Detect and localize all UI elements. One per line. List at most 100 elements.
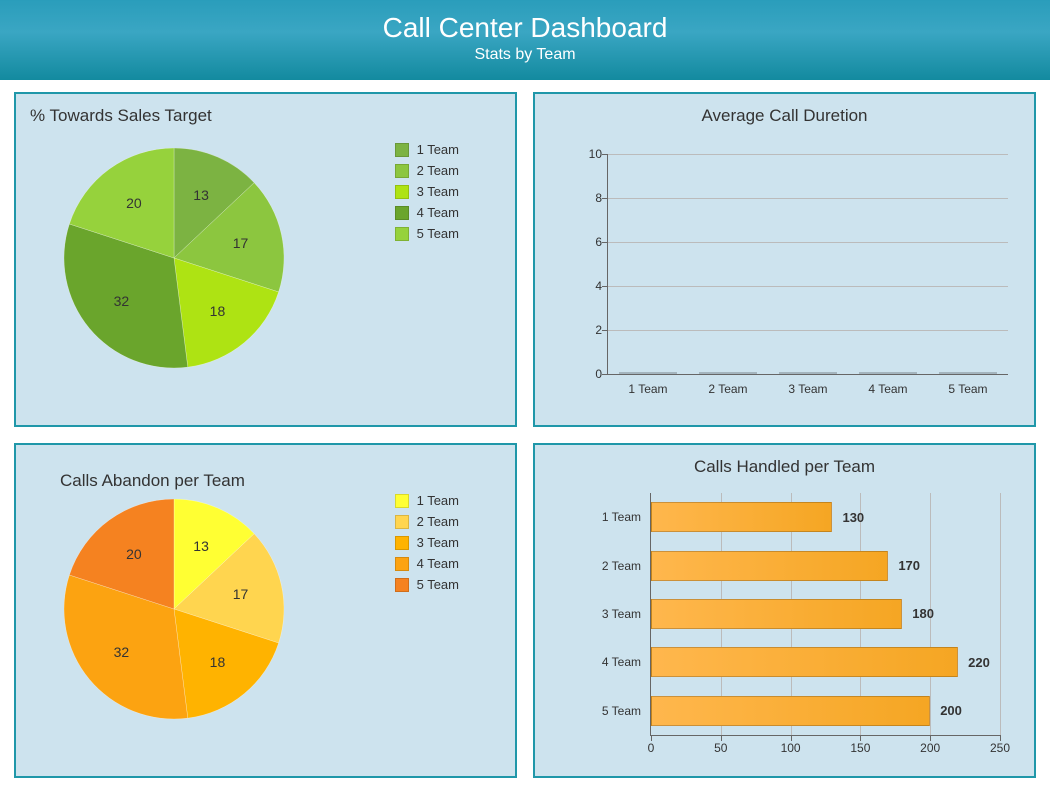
legend-swatch [395,185,409,199]
bar [651,647,958,677]
pie-slice-value: 18 [210,303,226,319]
legend-swatch [395,494,409,508]
bar [651,599,902,629]
dashboard-title: Call Center Dashboard [0,12,1050,44]
x-axis-label: 0 [648,741,655,755]
legend-label: 3 Team [417,535,459,550]
legend-swatch [395,143,409,157]
sales-target-legend: 1 Team 2 Team 3 Team 4 Team 5 Team [395,142,459,247]
y-axis-label: 5 Team [602,704,641,718]
x-axis-label: 50 [714,741,727,755]
pie-slice-value: 32 [114,293,130,309]
x-axis-label: 5 Team [928,382,1008,396]
x-axis-label: 1 Team [608,382,688,396]
legend-swatch [395,515,409,529]
y-axis-label: 0 [595,367,602,381]
y-axis-label: 2 Team [602,559,641,573]
y-axis-label: 4 Team [602,655,641,669]
y-axis-label: 4 [595,279,602,293]
call-duration-panel: Average Call Duretion 02468101 Team2 Tea… [533,92,1036,427]
bar-column: 1 Team [619,372,677,374]
legend-label: 4 Team [417,205,459,220]
bar [651,696,930,726]
dashboard-grid: % Towards Sales Target 1317183220 1 Team… [0,80,1050,790]
bar-row: 1702 Team [651,551,1000,581]
dashboard-header: Call Center Dashboard Stats by Team [0,0,1050,80]
pie-slice-value: 13 [193,538,209,554]
legend-item: 5 Team [395,577,459,592]
calls-abandon-pie: 13 17 18 32 20 [64,499,284,719]
pie-slice-value: 20 [126,195,142,211]
calls-handled-panel: Calls Handled per Team 0 50 100 150 200 250 13… [533,443,1036,778]
bar [619,372,677,374]
legend-swatch [395,536,409,550]
calls-handled-chart: 0501001502002501301 Team1702 Team1803 Te… [650,493,1000,736]
sales-target-pie: 13 17 18 32 20 [64,148,284,368]
pie-slice-value: 20 [126,546,142,562]
y-axis-label: 10 [589,147,602,161]
pie-slice-value: 32 [114,644,130,660]
calls-handled-title: Calls Handled per Team [549,457,1020,477]
x-axis-label: 150 [850,741,870,755]
x-axis-label: 250 [990,741,1010,755]
bar-value: 220 [968,655,990,670]
bar-column: 3 Team [779,372,837,374]
legend-item: 3 Team [395,535,459,550]
legend-label: 5 Team [417,226,459,241]
bar [939,372,997,374]
pie-slice-value: 17 [233,235,249,251]
y-axis-label: 1 Team [602,510,641,524]
legend-swatch [395,557,409,571]
x-axis-label: 2 Team [688,382,768,396]
pie-slice-value: 18 [210,654,226,670]
legend-item: 1 Team [395,493,459,508]
x-axis-label: 4 Team [848,382,928,396]
legend-label: 4 Team [417,556,459,571]
bar-column: 4 Team [859,372,917,374]
legend-swatch [395,164,409,178]
bar-column: 2 Team [699,372,757,374]
call-duration-chart: 02468101 Team2 Team3 Team4 Team5 Team [607,154,1008,375]
legend-item: 4 Team [395,205,459,220]
y-axis-label: 3 Team [602,607,641,621]
legend-label: 1 Team [417,142,459,157]
pie-slice-value: 17 [233,586,249,602]
legend-label: 5 Team [417,577,459,592]
calls-abandon-legend: 1 Team 2 Team 3 Team 4 Team 5 Team [395,493,459,598]
bar [651,551,888,581]
call-duration-title: Average Call Duretion [549,106,1020,126]
legend-label: 2 Team [417,163,459,178]
legend-swatch [395,578,409,592]
legend-item: 1 Team [395,142,459,157]
bar [779,372,837,374]
bar-row: 2005 Team [651,696,1000,726]
legend-label: 2 Team [417,514,459,529]
legend-item: 4 Team [395,556,459,571]
legend-item: 3 Team [395,184,459,199]
pie-slice-value: 13 [193,187,209,203]
x-axis-label: 200 [920,741,940,755]
dashboard-subtitle: Stats by Team [0,46,1050,64]
legend-label: 1 Team [417,493,459,508]
bar-column: 5 Team [939,372,997,374]
bar-value: 200 [940,703,962,718]
legend-swatch [395,227,409,241]
bar [699,372,757,374]
legend-item: 2 Team [395,163,459,178]
y-axis-label: 2 [595,323,602,337]
bar-row: 1301 Team [651,502,1000,532]
bar-value: 170 [898,558,920,573]
y-axis-label: 6 [595,235,602,249]
legend-item: 2 Team [395,514,459,529]
bar [651,502,832,532]
x-axis-label: 100 [781,741,801,755]
bar-row: 1803 Team [651,599,1000,629]
x-axis-label: 3 Team [768,382,848,396]
gridline [1000,493,1001,735]
y-axis-label: 8 [595,191,602,205]
bar-value: 180 [912,606,934,621]
bar-row: 2204 Team [651,647,1000,677]
sales-target-title: % Towards Sales Target [30,106,501,126]
bar [859,372,917,374]
calls-abandon-panel: Calls Abandon per Team 1317183220 1 Team… [14,443,517,778]
